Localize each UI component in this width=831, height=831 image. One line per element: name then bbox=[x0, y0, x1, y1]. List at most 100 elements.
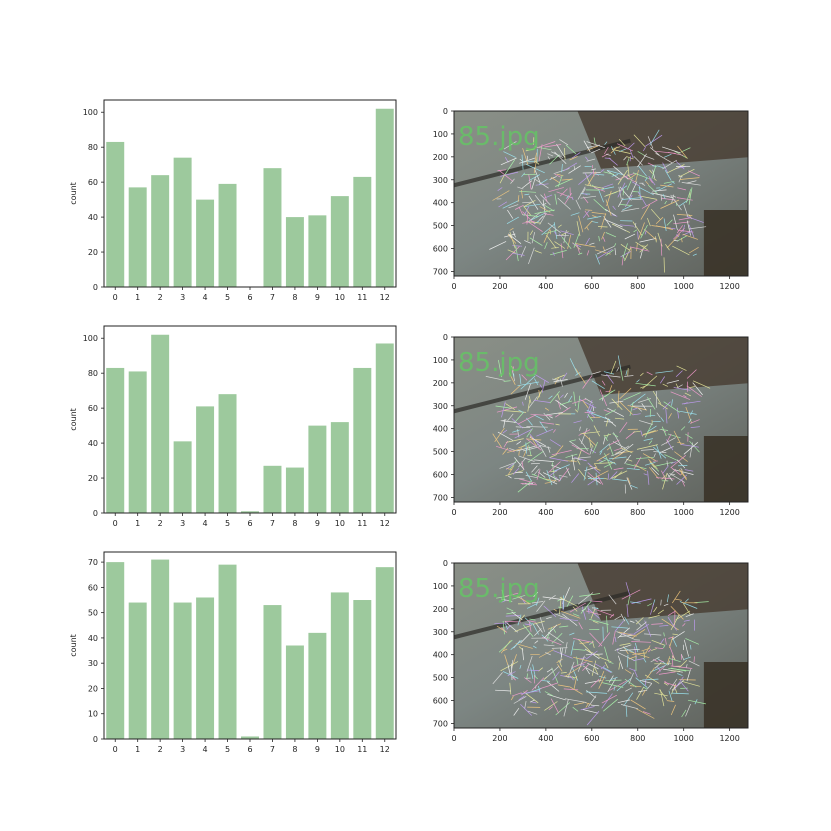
match-line bbox=[616, 678, 632, 692]
match-line bbox=[642, 686, 648, 690]
match-line bbox=[591, 660, 597, 676]
match-line bbox=[526, 426, 548, 428]
x-tick-label: 11 bbox=[357, 519, 367, 528]
match-line bbox=[656, 665, 666, 674]
match-line bbox=[526, 619, 537, 623]
y-tick-label: 0 bbox=[93, 509, 98, 518]
match-line bbox=[594, 667, 599, 675]
y-tick-label: 300 bbox=[433, 628, 448, 637]
match-line bbox=[672, 468, 694, 475]
match-line bbox=[577, 395, 581, 411]
match-line bbox=[614, 243, 617, 247]
match-line bbox=[686, 189, 692, 203]
match-line bbox=[507, 448, 523, 453]
match-line bbox=[660, 238, 663, 256]
match-line bbox=[555, 702, 571, 716]
match-line bbox=[502, 419, 507, 421]
match-line bbox=[667, 151, 684, 156]
match-line bbox=[610, 470, 628, 479]
match-line bbox=[550, 250, 567, 256]
match-line bbox=[639, 244, 649, 253]
match-line bbox=[589, 465, 601, 471]
match-line bbox=[617, 652, 635, 662]
match-line bbox=[605, 153, 611, 156]
match-line bbox=[633, 669, 638, 678]
x-tick-label: 400 bbox=[538, 282, 553, 291]
match-line bbox=[655, 217, 664, 225]
image-frame bbox=[453, 336, 749, 503]
match-line bbox=[586, 649, 600, 657]
match-line bbox=[607, 169, 623, 175]
bar bbox=[285, 467, 304, 513]
match-line bbox=[676, 214, 693, 216]
match-line bbox=[625, 705, 628, 717]
match-line bbox=[693, 656, 695, 663]
match-line bbox=[496, 406, 518, 413]
match-line bbox=[528, 396, 532, 404]
match-line bbox=[521, 690, 528, 696]
match-line bbox=[614, 247, 617, 256]
match-line bbox=[690, 410, 694, 416]
match-line bbox=[544, 229, 558, 235]
match-line bbox=[632, 652, 647, 655]
match-line bbox=[638, 166, 647, 177]
match-line bbox=[557, 175, 563, 187]
match-line bbox=[663, 257, 665, 273]
match-line bbox=[688, 170, 701, 177]
match-line bbox=[619, 401, 633, 415]
match-line bbox=[505, 403, 515, 410]
match-line bbox=[619, 643, 631, 646]
x-tick-label: 12 bbox=[380, 519, 390, 528]
x-tick-label: 6 bbox=[247, 293, 252, 302]
match-line bbox=[551, 246, 559, 249]
match-line bbox=[614, 224, 627, 232]
match-line bbox=[559, 647, 562, 657]
match-line bbox=[586, 144, 600, 148]
y-tick-label: 600 bbox=[433, 245, 448, 254]
y-tick-label: 500 bbox=[433, 222, 448, 231]
x-tick-label: 10 bbox=[335, 745, 345, 754]
match-line bbox=[506, 607, 514, 612]
match-line bbox=[604, 416, 617, 427]
match-line bbox=[679, 469, 687, 481]
match-line bbox=[652, 390, 662, 404]
match-line bbox=[551, 450, 572, 456]
match-line bbox=[571, 444, 590, 455]
match-line bbox=[529, 230, 534, 236]
match-line bbox=[686, 669, 691, 682]
match-line bbox=[510, 663, 513, 681]
x-tick-label: 600 bbox=[584, 508, 599, 517]
y-tick-label: 100 bbox=[433, 130, 448, 139]
match-line bbox=[589, 447, 593, 455]
match-line bbox=[624, 233, 636, 240]
bar bbox=[106, 562, 125, 739]
match-line bbox=[586, 226, 589, 231]
bar bbox=[106, 367, 125, 513]
match-line bbox=[692, 382, 703, 396]
bar bbox=[308, 215, 327, 287]
x-tick-label: 0 bbox=[113, 293, 118, 302]
match-line bbox=[543, 644, 555, 647]
match-line bbox=[526, 212, 529, 225]
x-tick-label: 8 bbox=[292, 745, 297, 754]
match-line bbox=[602, 682, 624, 688]
match-line bbox=[504, 159, 515, 176]
match-line bbox=[612, 631, 616, 645]
match-line bbox=[502, 447, 509, 455]
bar bbox=[218, 394, 237, 513]
match-line bbox=[528, 444, 532, 456]
match-line bbox=[677, 235, 688, 242]
match-line bbox=[612, 478, 628, 482]
match-line bbox=[522, 214, 539, 217]
match-line bbox=[619, 224, 634, 227]
match-line bbox=[647, 683, 653, 690]
match-line bbox=[670, 455, 687, 468]
match-line bbox=[531, 465, 538, 473]
match-line bbox=[563, 688, 579, 691]
match-line bbox=[524, 203, 541, 208]
match-line bbox=[519, 664, 522, 669]
match-line bbox=[588, 618, 609, 625]
match-line bbox=[585, 237, 590, 246]
match-line bbox=[666, 219, 673, 226]
